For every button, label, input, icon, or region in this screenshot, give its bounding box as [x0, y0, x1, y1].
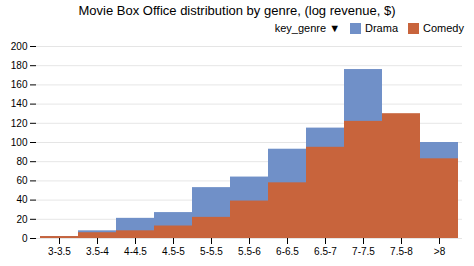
svg-text:160: 160 — [11, 79, 28, 90]
html-text:key_genre ▼: key_genre ▼ — [274, 22, 340, 34]
svg-text:6.5-7: 6.5-7 — [314, 246, 337, 257]
svg-text:200: 200 — [11, 41, 28, 52]
svg-text:80: 80 — [16, 156, 28, 167]
svg-text:3.5-4: 3.5-4 — [86, 246, 109, 257]
svg-text:180: 180 — [11, 60, 28, 71]
svg-text:60: 60 — [16, 175, 28, 186]
svg-text:5.5-6: 5.5-6 — [238, 246, 261, 257]
svg-text:0: 0 — [22, 233, 28, 244]
svg-text:7.5-8: 7.5-8 — [390, 246, 413, 257]
html-text:Comedy: Comedy — [423, 22, 464, 34]
svg-text:4.5-5: 4.5-5 — [162, 246, 185, 257]
svg-text:40: 40 — [16, 194, 28, 205]
svg-text:3-3.5: 3-3.5 — [48, 246, 71, 257]
svg-text:4-4.5: 4-4.5 — [124, 246, 147, 257]
html-text:Drama: Drama — [365, 22, 398, 34]
svg-text:140: 140 — [11, 98, 28, 109]
svg-text:120: 120 — [11, 118, 28, 129]
svg-text:>8: >8 — [434, 246, 446, 257]
svg-text:5-5.5: 5-5.5 — [200, 246, 223, 257]
svg-text:6-6.5: 6-6.5 — [276, 246, 299, 257]
svg-text:7-7.5: 7-7.5 — [352, 246, 375, 257]
svg-text:20: 20 — [16, 214, 28, 225]
svg-text:100: 100 — [11, 137, 28, 148]
html-text:Movie Box Office distribution: Movie Box Office distribution by genre, … — [78, 3, 396, 18]
